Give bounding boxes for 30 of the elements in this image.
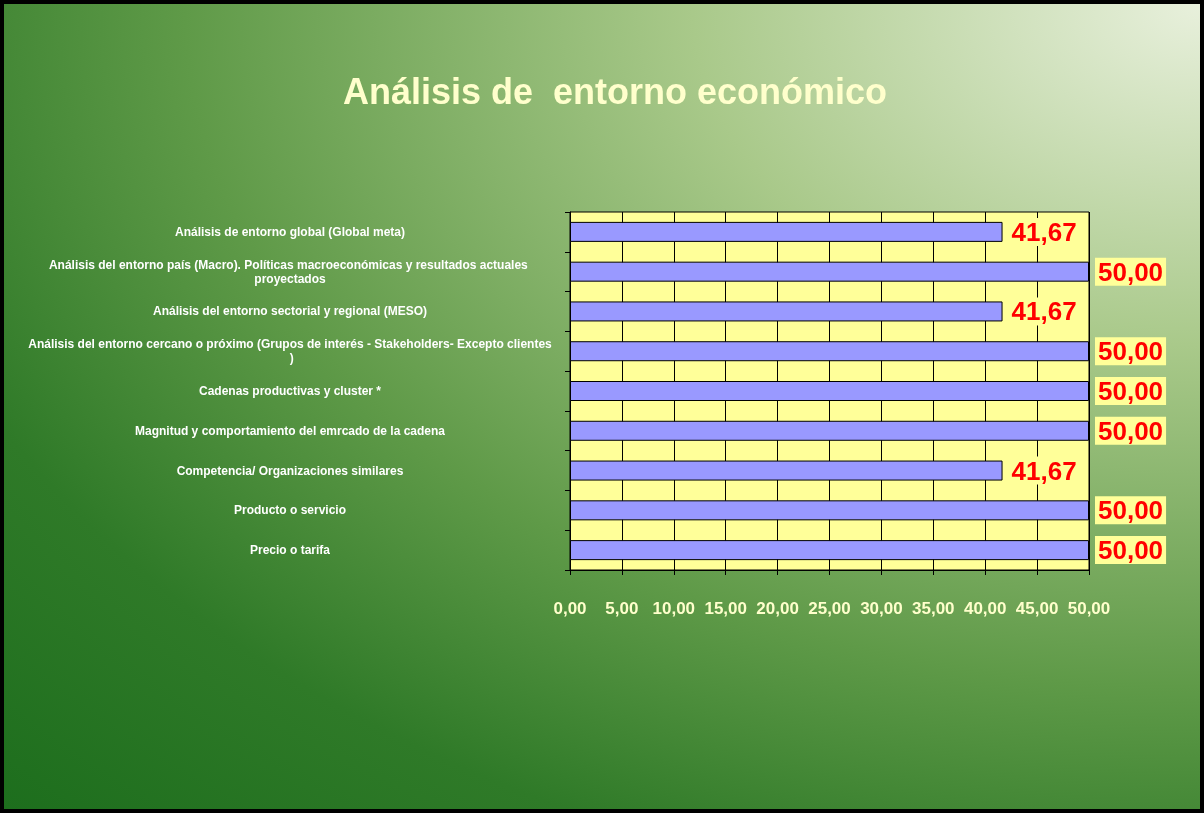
- x-tick-label: 5,00: [605, 599, 639, 618]
- data-label: 41,67: [1011, 455, 1077, 486]
- y-tick-label: Precio o tarifa: [249, 543, 331, 558]
- data-label: 41,67: [1011, 296, 1077, 327]
- data-label: 50,00: [1098, 535, 1164, 566]
- x-tick-label: 0,00: [553, 599, 587, 618]
- y-tick-label: Análisis del entorno sectorial y regional (MESO): [152, 304, 428, 319]
- y-tick-label: Producto o servicio: [233, 503, 347, 518]
- y-tick-label: Análisis del entorno cercano o próximo (Grupos de interés - Stakeholders- Excepto clientes ): [28, 337, 553, 366]
- y-tick-label: Competencia/ Organizaciones similares: [176, 463, 404, 478]
- data-label: 50,00: [1098, 256, 1164, 287]
- x-tick-label: 15,00: [704, 599, 747, 618]
- x-tick-label: 35,00: [912, 599, 955, 618]
- data-label: 50,00: [1098, 376, 1164, 406]
- data-label: 50,00: [1098, 495, 1164, 526]
- y-tick-label: Cadenas productivas y cluster *: [198, 384, 382, 398]
- x-tick-label: 10,00: [652, 599, 696, 618]
- data-label: 50,00: [1098, 336, 1164, 367]
- data-label: 50,00: [1098, 415, 1164, 446]
- x-tick-label: 20,00: [756, 599, 799, 618]
- x-tick-label: 50,00: [1067, 599, 1111, 618]
- y-tick-label: Análisis de entorno global (Global meta): [174, 224, 406, 239]
- y-tick-label: Análisis del entorno país (Macro). Políticas macroeconómicas y resultados actuales proyectados: [48, 257, 532, 286]
- data-label: 41,67: [1011, 216, 1077, 247]
- x-tick-label: 40,00: [963, 599, 1007, 618]
- x-tick-label: 45,00: [1015, 599, 1059, 618]
- x-tick-label: 30,00: [860, 599, 903, 618]
- y-tick-label: Magnitud y comportamiento del emrcado de la cadena: [134, 423, 446, 438]
- x-tick-label: 25,00: [808, 599, 851, 618]
- chart-title: Análisis de entorno económico: [342, 70, 888, 112]
